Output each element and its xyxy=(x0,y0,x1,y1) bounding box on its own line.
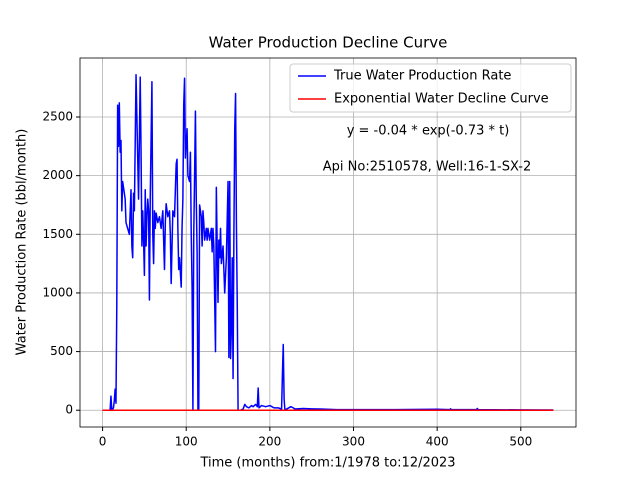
legend-label: Exponential Water Decline Curve xyxy=(334,92,549,107)
x-tick-label: 200 xyxy=(258,435,281,449)
y-tick-label: 500 xyxy=(50,344,73,358)
x-tick-label: 300 xyxy=(342,435,365,449)
y-tick-label: 2000 xyxy=(42,168,73,182)
x-tick-label: 500 xyxy=(509,435,532,449)
x-tick-label: 0 xyxy=(99,435,107,449)
line-series xyxy=(102,74,554,411)
y-tick-label: 2500 xyxy=(42,109,73,123)
annotation: Api No:2510578, Well:16-1-SX-2 xyxy=(323,160,531,175)
plot-frame xyxy=(79,57,577,428)
legend-box xyxy=(289,63,572,113)
x-tick-label: 400 xyxy=(426,435,449,449)
y-axis-label: Water Production Rate (bbl/month) xyxy=(15,129,30,356)
y-tick-label: 1000 xyxy=(42,285,73,299)
x-tick-label: 100 xyxy=(175,435,198,449)
y-tick-label: 1500 xyxy=(42,227,73,241)
annotation: y = -0.04 * exp(-0.73 * t) xyxy=(347,124,510,139)
chart-title: Water Production Decline Curve xyxy=(209,34,448,52)
y-tick-label: 0 xyxy=(65,403,73,417)
x-axis-label: Time (months) from:1/1978 to:12/2023 xyxy=(199,456,455,471)
legend-label: True Water Production Rate xyxy=(333,69,511,84)
